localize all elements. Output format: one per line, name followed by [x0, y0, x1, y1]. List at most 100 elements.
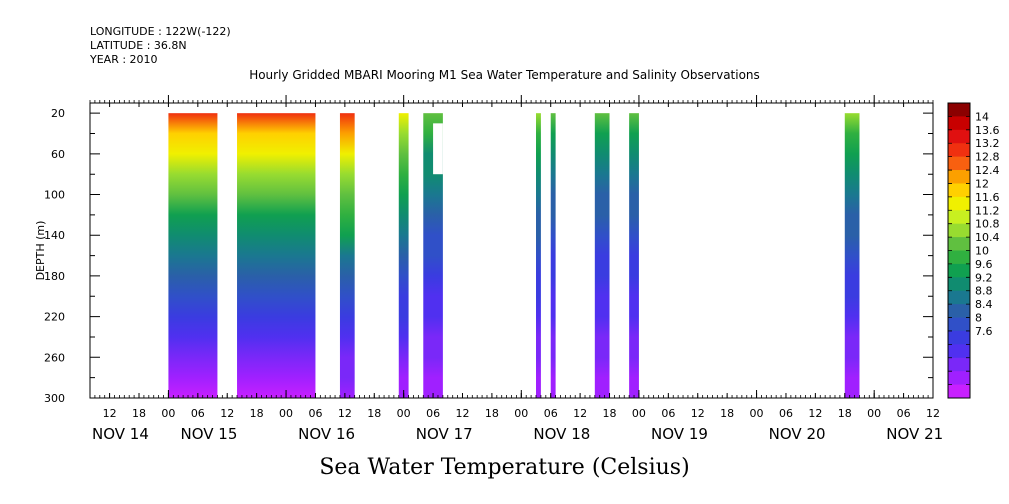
x-tick-label: 00	[632, 407, 646, 420]
x-day-label: NOV 18	[533, 425, 590, 443]
data-block	[237, 113, 316, 398]
x-tick-label: 12	[338, 407, 352, 420]
data-block	[168, 113, 218, 398]
colorbar-label: 10.8	[975, 218, 1000, 231]
y-ticks	[90, 112, 933, 399]
x-tick-label: 12	[926, 407, 940, 420]
colorbar-label: 10	[975, 245, 989, 258]
x-day-label: NOV 14	[92, 425, 149, 443]
x-tick-label: 06	[308, 407, 322, 420]
data-block	[398, 113, 409, 398]
mooring-info: LONGITUDE : 122W(-122) LATITUDE : 36.8N …	[90, 25, 231, 67]
y-tick-label: 20	[51, 107, 65, 120]
colorbar-label: 12	[975, 177, 989, 190]
x-major-ticks	[109, 103, 934, 398]
colorbar-swatch	[948, 210, 970, 225]
x-axis-title: Sea Water Temperature (Celsius)	[319, 455, 690, 480]
x-day-ticks	[167, 95, 875, 398]
x-tick-label: 12	[808, 407, 822, 420]
y-tick-label: 300	[44, 392, 65, 405]
data-block	[844, 113, 860, 398]
colorbar-label: 8	[975, 312, 982, 325]
x-day-label: NOV 20	[769, 425, 826, 443]
y-tick-label: 260	[44, 351, 65, 364]
x-day-label: NOV 16	[298, 425, 355, 443]
colorbar-swatch	[948, 371, 970, 385]
x-tick-label: 12	[691, 407, 705, 420]
x-day-label: NOV 19	[651, 425, 708, 443]
colorbar-swatch	[948, 384, 970, 399]
x-tick-label: 00	[397, 407, 411, 420]
colorbar-label: 11.2	[975, 204, 1000, 217]
data-block	[594, 113, 610, 398]
colorbar-swatch	[948, 250, 970, 265]
data-block	[536, 113, 541, 398]
colorbar-swatch	[948, 344, 970, 359]
colorbar-label: 7.6	[975, 325, 993, 338]
colorbar-label: 14	[975, 110, 989, 123]
y-axis-title: DEPTH (m)	[34, 221, 47, 281]
colorbar-swatch	[948, 237, 970, 251]
x-tick-label: 12	[573, 407, 587, 420]
longitude-label: LONGITUDE : 122W(-122)	[90, 25, 231, 38]
colorbar-swatch	[948, 129, 970, 144]
colorbar-label: 10.4	[975, 231, 1000, 244]
data-block	[550, 113, 556, 398]
colorbar-swatch	[948, 357, 970, 372]
data-gap	[433, 123, 443, 175]
x-tick-label: 00	[161, 407, 175, 420]
chart-title: Hourly Gridded MBARI Mooring M1 Sea Wate…	[249, 68, 760, 82]
y-tick-label: 60	[51, 148, 65, 161]
x-tick-label: 12	[455, 407, 469, 420]
x-tick-label: 18	[250, 407, 264, 420]
colorbar-ticks	[948, 116, 970, 385]
colorbar-swatch	[948, 330, 970, 345]
colorbar-swatch	[948, 223, 970, 238]
x-tick-label: 00	[867, 407, 881, 420]
x-tick-label: 06	[426, 407, 440, 420]
x-tick-label: 00	[514, 407, 528, 420]
x-tick-label: 12	[103, 407, 117, 420]
colorbar: 1413.613.212.812.41211.611.210.810.4109.…	[947, 102, 1000, 399]
x-tick-label: 18	[485, 407, 499, 420]
axes: 12 18 00 06 12 18 00 06 12 18 00 06 12 18 00 06 12 18 00 06…	[34, 95, 943, 443]
colorbar-swatch	[948, 196, 970, 211]
y-tick-label: 100	[44, 189, 65, 202]
x-tick-label: 12	[220, 407, 234, 420]
colorbar-label: 13.6	[975, 124, 1000, 137]
x-tick-label: 18	[367, 407, 381, 420]
colorbar-swatch	[948, 277, 970, 292]
colorbar-swatch	[948, 103, 970, 117]
x-tick-label: 06	[779, 407, 793, 420]
data-block	[629, 113, 639, 398]
data-block	[339, 113, 355, 398]
year-label: YEAR : 2010	[90, 53, 158, 66]
x-tick-label: 06	[661, 407, 675, 420]
x-tick-label: 18	[838, 407, 852, 420]
x-tick-label: 06	[544, 407, 558, 420]
x-tick-label: 06	[897, 407, 911, 420]
data-block	[423, 113, 443, 398]
colorbar-swatch	[948, 263, 970, 278]
colorbar-label: 12.8	[975, 151, 1000, 164]
x-tick-label: 00	[279, 407, 293, 420]
x-day-label: NOV 15	[181, 425, 238, 443]
x-tick-label: 18	[720, 407, 734, 420]
colorbar-swatch	[948, 170, 970, 184]
colorbar-label: 8.4	[975, 298, 993, 311]
y-tick-label: 220	[44, 311, 65, 324]
colorbar-label: 12.4	[975, 164, 1000, 177]
x-tick-label: 18	[132, 407, 146, 420]
x-tick-label: 00	[750, 407, 764, 420]
colorbar-label: 9.6	[975, 258, 993, 271]
x-day-label: NOV 21	[886, 425, 943, 443]
y-tick-label: 180	[44, 270, 65, 283]
x-tick-label: 18	[603, 407, 617, 420]
colorbar-swatch	[948, 290, 970, 305]
data-blocks	[168, 113, 860, 398]
colorbar-swatch	[948, 317, 970, 332]
colorbar-swatch	[948, 156, 970, 171]
colorbar-label: 9.2	[975, 271, 993, 284]
colorbar-swatch	[948, 116, 970, 131]
